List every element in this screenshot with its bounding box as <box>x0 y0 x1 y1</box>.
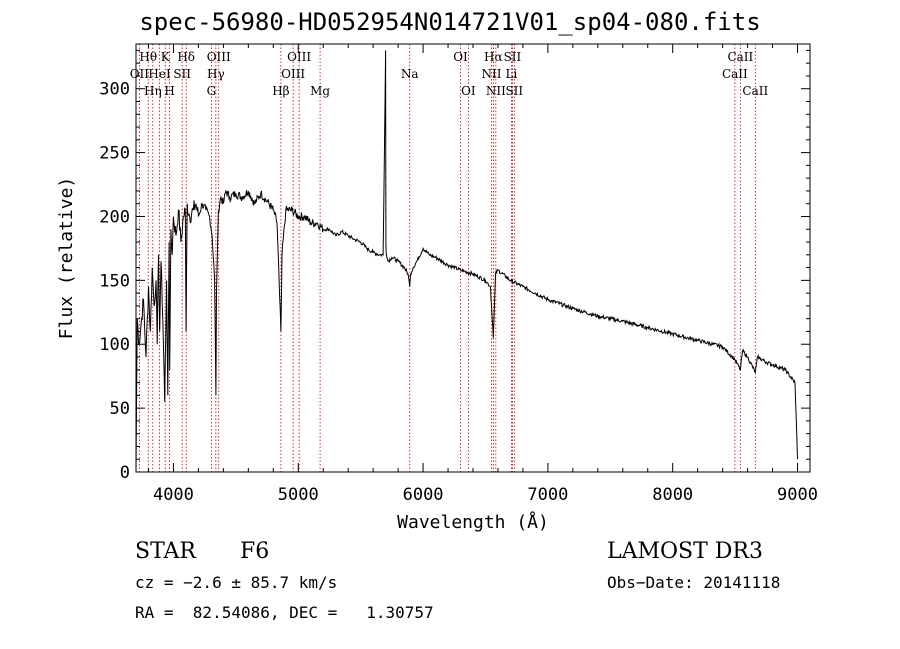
line-marker-label-18: Hα <box>484 50 503 64</box>
line-marker-label-16: OI <box>453 50 468 64</box>
line-marker-label-9: Hγ <box>207 67 225 81</box>
x-tick-label-8000: 8000 <box>652 485 693 505</box>
x-tick-label-5000: 5000 <box>278 485 319 505</box>
line-marker-label-11: Hβ <box>272 84 289 98</box>
y-tick-label-300: 300 <box>99 80 130 100</box>
survey-label: LAMOST DR3 <box>607 539 763 564</box>
line-marker-label-3: K <box>161 50 171 64</box>
x-tick-label-9000: 9000 <box>777 485 818 505</box>
line-marker-label-17: OI <box>461 84 476 98</box>
line-marker-label-8: OIII <box>207 50 231 64</box>
line-marker-label-5: H <box>164 84 174 98</box>
plot-frame <box>135 43 811 473</box>
y-tick-label-0: 0 <box>120 463 130 483</box>
x-tick-label-6000: 6000 <box>403 485 444 505</box>
object-class: STAR <box>135 539 196 564</box>
line-marker-label-1: OII <box>130 67 150 81</box>
obs-date-text: Obs−Date: 20141118 <box>607 573 781 592</box>
x-tick-label-4000: 4000 <box>153 485 194 505</box>
y-tick-label-100: 100 <box>99 335 130 355</box>
line-marker-label-0: Hθ <box>139 50 157 64</box>
x-tick-label-7000: 7000 <box>527 485 568 505</box>
y-axis-label: Flux (relative) <box>56 177 77 340</box>
line-marker-label-14: Mg <box>310 84 330 98</box>
x-axis-label: Wavelength (Å) <box>397 511 549 533</box>
line-marker-label-10: G <box>207 84 217 98</box>
line-marker-label-20: NII <box>486 84 506 98</box>
object-subclass: F6 <box>240 539 270 564</box>
chart-title: spec-56980-HD052954N014721V01_sp04-080.f… <box>139 8 761 36</box>
line-marker-label-23: SII <box>505 84 523 98</box>
line-marker-label-22: Li <box>506 67 518 81</box>
line-marker-label-7: Hδ <box>177 50 195 64</box>
spectrum-line <box>135 50 798 473</box>
line-marker-label-25: CaII <box>722 67 748 81</box>
line-marker-label-15: Na <box>401 67 419 81</box>
line-marker-label-13: OIII <box>281 67 305 81</box>
line-marker-label-26: CaII <box>742 84 768 98</box>
y-tick-label-250: 250 <box>99 144 130 164</box>
line-marker-label-19: NII <box>481 67 501 81</box>
y-tick-label-50: 50 <box>110 399 130 419</box>
redshift-text: cz = −2.6 ± 85.7 km/s <box>135 573 338 592</box>
line-marker-label-21: SII <box>504 50 522 64</box>
line-marker-label-2: Hη <box>144 84 162 98</box>
y-tick-label-200: 200 <box>99 207 130 227</box>
line-marker-label-24: CaII <box>727 50 753 64</box>
radec-text: RA = 82.54086, DEC = 1.30757 <box>135 603 434 622</box>
line-marker-label-4: HeI <box>148 67 171 81</box>
line-marker-label-6: SII <box>173 67 191 81</box>
line-marker-label-12: OIII <box>287 50 311 64</box>
y-tick-label-150: 150 <box>99 271 130 291</box>
